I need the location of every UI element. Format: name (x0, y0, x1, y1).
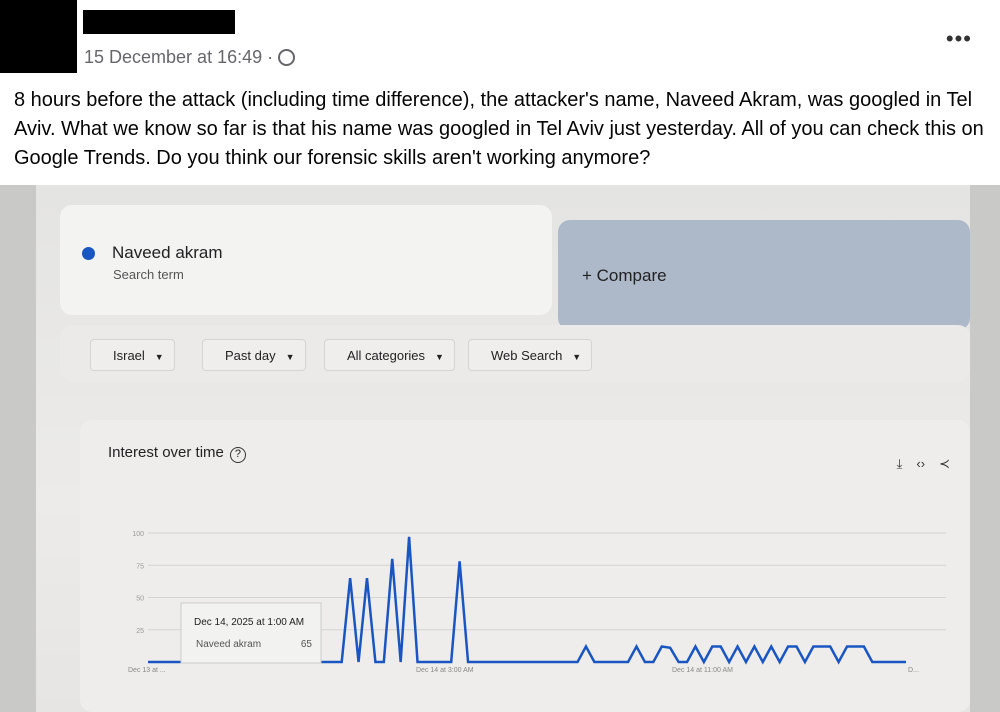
chart-title-text: Interest over time (108, 444, 224, 461)
chart-title: Interest over time? (108, 444, 246, 463)
tooltip-value: 65 (301, 639, 313, 650)
google-trends-screen: Naveed akram Search term + Compare Israe… (36, 185, 970, 712)
post-photo[interactable]: Naveed akram Search term + Compare Israe… (0, 185, 1000, 712)
filter-label: All categories (347, 348, 426, 363)
y-tick-label: 100 (132, 531, 144, 538)
chart-actions: ⤓ ‹› ≺ (897, 456, 950, 472)
filter-region[interactable]: Israel ▼ (90, 339, 175, 371)
avatar[interactable] (0, 0, 77, 73)
embed-icon[interactable]: ‹› (916, 456, 926, 471)
y-tick-label: 25 (136, 628, 144, 635)
redacted-author-name[interactable] (83, 10, 235, 34)
globe-icon (278, 49, 296, 66)
dropdown-icon: ▼ (154, 352, 164, 362)
filters-bar: Israel ▼ Past day ▼ All categories ▼ Web Se… (60, 325, 970, 381)
filter-time[interactable]: Past day ▼ (202, 339, 306, 371)
search-term-card[interactable]: Naveed akram Search term (60, 205, 552, 315)
post-meta: 15 December at 16:49 · (84, 47, 296, 68)
y-tick-label: 50 (136, 596, 144, 603)
x-tick-label: Dec 14 at 3:00 AM (416, 667, 474, 674)
help-icon[interactable]: ? (229, 447, 246, 463)
x-tick-label: Dec 13 at ... (128, 667, 166, 674)
x-tick-label: D... (908, 667, 919, 674)
tooltip-series: Naveed akram (196, 639, 261, 650)
series-dot-icon (82, 247, 95, 260)
share-icon[interactable]: ≺ (939, 456, 950, 471)
y-tick-label: 75 (136, 563, 144, 570)
x-tick-label: Dec 14 at 11:00 AM (672, 667, 733, 674)
compare-button[interactable]: + Compare (558, 220, 970, 330)
download-icon[interactable]: ⤓ (896, 456, 903, 471)
dropdown-icon: ▼ (572, 352, 582, 362)
line-chart: 100 75 50 25 Dec 13 at ... Dec 14 at 3:00 AM D… (128, 531, 946, 674)
dropdown-icon: ▼ (285, 352, 295, 362)
filter-label: Web Search (491, 348, 563, 363)
search-term-label: Search term (113, 267, 184, 282)
tooltip-date: Dec 14, 2025 at 1:00 AM (194, 617, 304, 628)
separator: · (267, 47, 274, 67)
filter-label: Past day (225, 348, 276, 363)
filter-search-type[interactable]: Web Search ▼ (468, 339, 593, 371)
search-term-name: Naveed akram (112, 243, 223, 262)
filter-category[interactable]: All categories ▼ (324, 339, 455, 371)
dropdown-icon: ▼ (435, 352, 444, 362)
compare-label: + Compare (582, 266, 667, 285)
filter-label: Israel (113, 348, 145, 363)
tooltip (180, 602, 322, 664)
post-text: 8 hours before the attack (including tim… (14, 89, 984, 169)
more-options-button[interactable]: ••• (945, 26, 972, 51)
post-timestamp[interactable]: 15 December at 16:49 (84, 47, 263, 67)
